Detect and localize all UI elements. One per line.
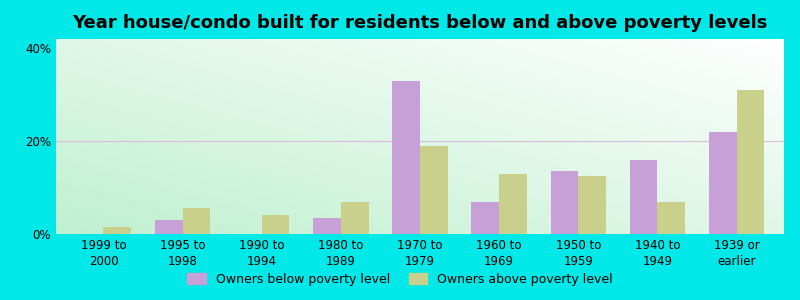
Bar <box>737 90 764 234</box>
Bar <box>103 227 131 234</box>
Bar <box>709 132 737 234</box>
Bar <box>658 202 685 234</box>
Bar <box>341 202 369 234</box>
Bar <box>392 81 420 234</box>
Bar <box>313 218 341 234</box>
Bar <box>630 160 658 234</box>
Title: Year house/condo built for residents below and above poverty levels: Year house/condo built for residents bel… <box>72 14 768 32</box>
Bar <box>578 176 606 234</box>
Bar <box>471 202 499 234</box>
Legend: Owners below poverty level, Owners above poverty level: Owners below poverty level, Owners above… <box>182 268 618 291</box>
Bar <box>420 146 448 234</box>
Bar <box>499 174 527 234</box>
Bar <box>155 220 182 234</box>
Bar <box>262 215 290 234</box>
Bar <box>182 208 210 234</box>
Bar <box>550 171 578 234</box>
